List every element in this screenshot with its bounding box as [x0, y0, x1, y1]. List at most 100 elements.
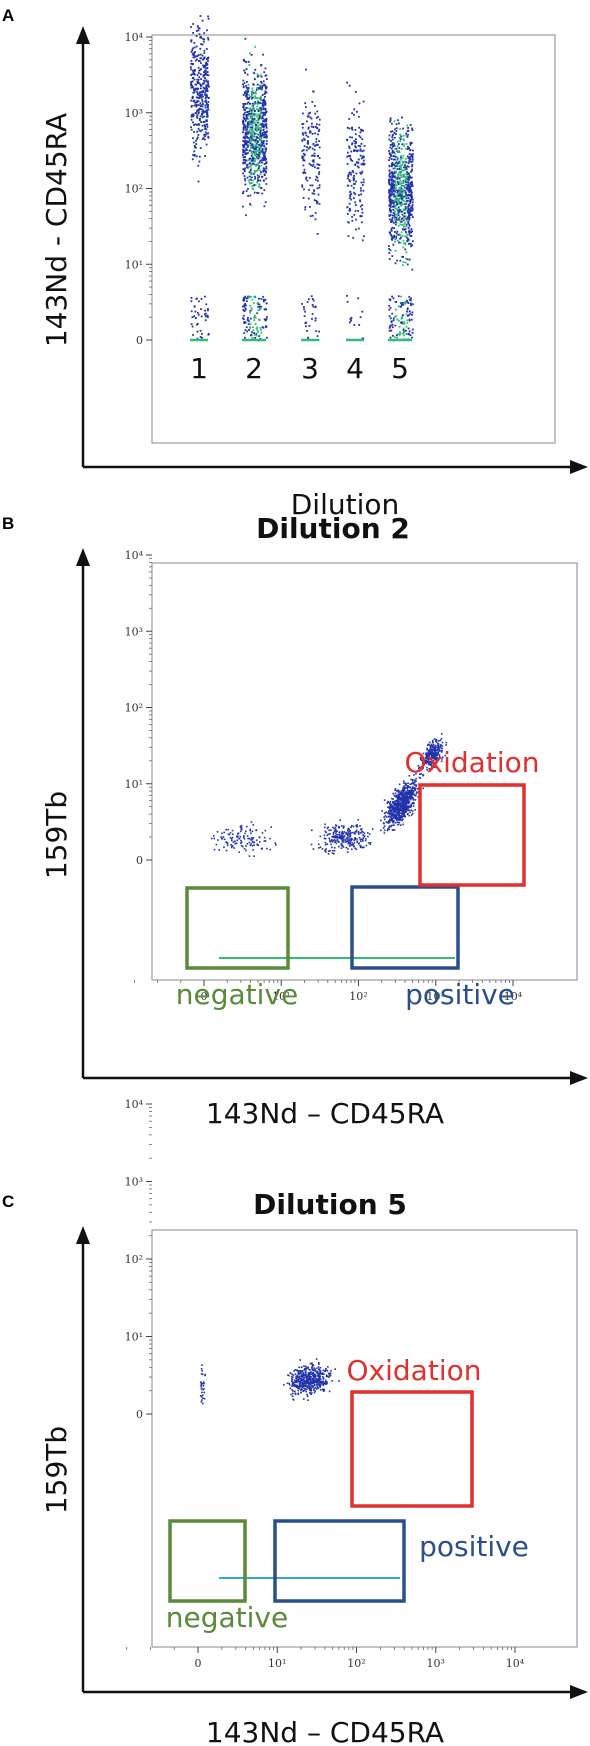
data-point [404, 805, 406, 807]
data-point [354, 163, 357, 166]
data-point [244, 143, 247, 146]
data-point [349, 157, 352, 160]
data-point [265, 91, 268, 94]
data-point [260, 127, 262, 129]
data-point [390, 329, 393, 332]
data-point [203, 64, 206, 67]
data-point [289, 1387, 291, 1390]
data-point [190, 74, 192, 76]
data-point [292, 1374, 295, 1376]
data-point [196, 114, 199, 116]
y-axis-arrowhead [76, 1226, 90, 1244]
data-point [196, 90, 198, 93]
data-point [299, 1372, 301, 1374]
data-point [384, 818, 386, 821]
data-point [247, 122, 249, 125]
data-point [392, 163, 395, 166]
plot-frame-b [151, 562, 578, 981]
data-point [257, 118, 259, 121]
data-point [204, 104, 207, 107]
data-point [242, 168, 245, 170]
data-point [341, 835, 343, 837]
data-point [264, 155, 266, 158]
data-point [402, 161, 404, 164]
data-point [404, 235, 406, 238]
data-point [437, 748, 440, 750]
data-point [411, 230, 413, 233]
data-point [257, 157, 260, 160]
data-point [245, 107, 248, 109]
data-point [257, 306, 260, 308]
data-point [390, 809, 393, 811]
data-point [243, 310, 246, 312]
data-point [328, 1372, 330, 1375]
data-point [260, 80, 262, 83]
data-point [393, 794, 396, 797]
data-point [201, 1370, 203, 1372]
data-point [348, 207, 351, 210]
data-point [435, 754, 437, 756]
data-point [395, 161, 398, 164]
data-point [414, 799, 417, 801]
data-point [428, 768, 431, 770]
data-point [254, 68, 257, 71]
data-point [252, 172, 255, 175]
data-point [245, 135, 248, 138]
data-point [264, 109, 267, 111]
data-point [362, 837, 365, 839]
data-point [297, 1380, 300, 1383]
data-point [406, 797, 409, 799]
data-point [200, 1385, 202, 1387]
data-point [252, 841, 254, 844]
data-point [255, 148, 257, 151]
data-point [391, 226, 394, 229]
data-point [298, 1383, 301, 1386]
data-point [402, 246, 405, 249]
data-point [260, 95, 262, 98]
data-point [412, 216, 414, 218]
data-point [243, 168, 246, 171]
data-point [258, 144, 261, 146]
data-point [205, 303, 208, 306]
data-point [360, 163, 363, 166]
data-point [205, 63, 207, 66]
data-point [246, 73, 249, 76]
data-point [262, 80, 265, 83]
data-point [259, 122, 262, 125]
data-point [199, 53, 202, 56]
data-point [260, 110, 262, 113]
data-point [333, 835, 335, 838]
data-point [200, 95, 202, 98]
data-point [389, 146, 392, 149]
data-point [392, 167, 395, 170]
data-point [321, 1373, 323, 1375]
data-point [406, 195, 409, 197]
data-point [314, 212, 317, 214]
data-point [302, 1382, 304, 1385]
data-point [305, 177, 307, 180]
data-point [314, 319, 317, 322]
data-point [291, 1381, 294, 1383]
data-point [390, 824, 393, 827]
data-point [409, 214, 412, 216]
data-point [317, 1387, 320, 1390]
data-point [300, 1375, 302, 1378]
data-point [251, 132, 254, 135]
data-point [207, 132, 210, 135]
data-point [252, 83, 255, 85]
data-point [363, 832, 366, 835]
data-point [395, 187, 397, 189]
data-point [438, 748, 441, 750]
data-point [288, 1382, 291, 1385]
data-point [390, 814, 392, 816]
data-point [204, 309, 206, 312]
data-point [198, 117, 201, 120]
data-point [246, 80, 248, 83]
data-point [316, 1374, 319, 1377]
data-point [389, 816, 391, 818]
data-point [242, 131, 244, 134]
data-point [259, 84, 262, 87]
data-point [407, 165, 410, 168]
data-point [299, 1384, 301, 1387]
